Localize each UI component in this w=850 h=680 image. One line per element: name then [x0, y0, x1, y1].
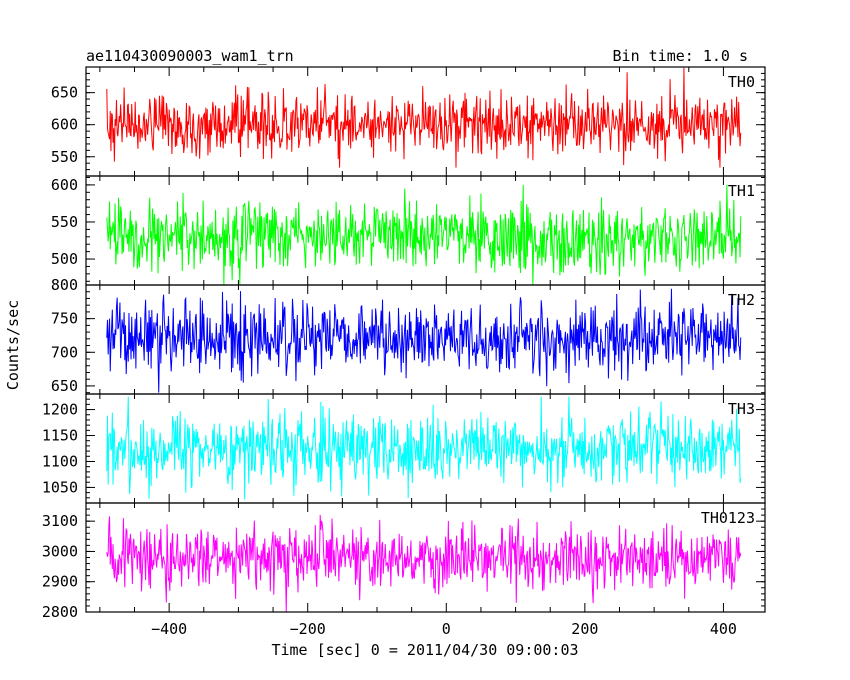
y-tick-label-th3: 1200 [42, 401, 78, 419]
series-line-th1 [106, 184, 742, 285]
panel-label-th3: TH3 [728, 400, 755, 418]
panel-th0: 550 600 650 TH0 [51, 66, 766, 177]
panel-th2: 650 700 750 800 TH2 [51, 276, 766, 395]
series-line-th2 [106, 288, 742, 393]
y-tick-label-th0123: 3000 [42, 542, 78, 560]
bin-time-label: Bin time: 1.0 s [613, 47, 748, 65]
panel-th0123: 2800 2900 3000 3100 TH0123 [42, 502, 766, 621]
panel-label-th0: TH0 [728, 73, 755, 91]
series-line-th0 [106, 67, 742, 168]
series-line-th0123 [106, 514, 742, 612]
y-tick-label-th2: 800 [51, 276, 78, 294]
panel-th1: 500 550 600 TH1 [51, 175, 766, 286]
y-tick-label-th3: 1100 [42, 452, 78, 470]
x-tick-label: 400 [710, 620, 737, 638]
series-line-th3 [106, 396, 742, 500]
y-tick-label-th0: 550 [51, 148, 78, 166]
y-tick-label-th3: 1050 [42, 478, 78, 496]
y-tick-label-th2: 750 [51, 310, 78, 328]
panel-label-th1: TH1 [728, 182, 755, 200]
y-tick-label-th1: 550 [51, 213, 78, 231]
y-tick-label-th0123: 2800 [42, 603, 78, 621]
panel-frame-th3 [85, 393, 766, 504]
panel-label-th2: TH2 [728, 291, 755, 309]
y-tick-label-th0123: 2900 [42, 573, 78, 591]
chart-title: ae110430090003_wam1_trn [86, 47, 294, 65]
x-tick-label: 200 [571, 620, 598, 638]
x-tick-label: −200 [290, 620, 326, 638]
x-tick-label: 0 [442, 620, 451, 638]
y-tick-label-th0: 650 [51, 84, 78, 102]
panel-th3: 1050 1100 1150 1200 TH3 [42, 393, 766, 504]
panels-group: 550 600 650 TH0 500 550 600 TH1 650 700 750 800 TH2 1… [42, 66, 766, 638]
x-axis-title: Time [sec] 0 = 2011/04/30 09:00:03 [271, 641, 578, 659]
y-tick-label-th2: 650 [51, 377, 78, 395]
y-tick-label-th0123: 3100 [42, 512, 78, 530]
panel-label-th0123: TH0123 [701, 509, 755, 527]
y-tick-label-th0: 600 [51, 116, 78, 134]
x-tick-label: −400 [151, 620, 187, 638]
y-tick-label-th1: 600 [51, 176, 78, 194]
y-tick-label-th3: 1150 [42, 427, 78, 445]
y-tick-label-th2: 700 [51, 343, 78, 361]
y-tick-label-th1: 500 [51, 250, 78, 268]
y-axis-title: Counts/sec [4, 300, 22, 390]
